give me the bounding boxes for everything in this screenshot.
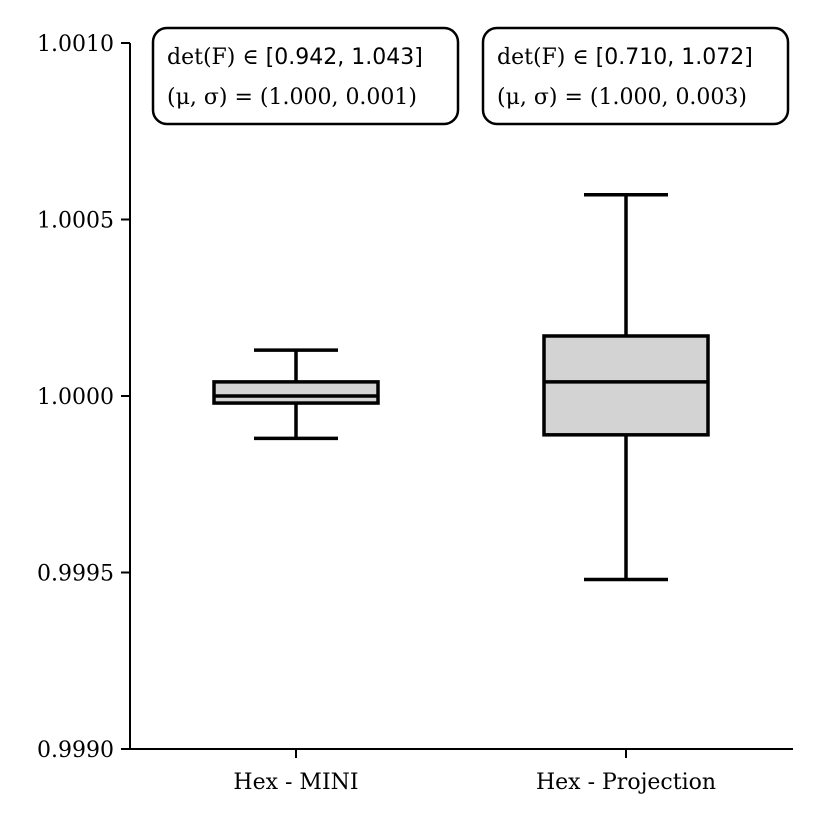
stats-annotation: det(F) ∈ [0.942, 1.043] (μ, σ) = (1.000, …: [151, 26, 460, 126]
annotation-det-range: [0.942, 1.043]: [266, 45, 423, 70]
annotation-box: [151, 26, 460, 126]
annotation-det-label: det(F) ∈: [497, 45, 596, 70]
annotation-line-1: det(F) ∈ [0.710, 1.072]: [497, 45, 753, 70]
y-tick-label: 0.9995: [37, 562, 114, 587]
y-tick-label: 0.9990: [37, 738, 114, 763]
box-rect: [542, 334, 710, 437]
annotation-line-2: (μ, σ) = (1.000, 0.003): [497, 85, 747, 110]
annotation-box: [481, 26, 790, 126]
x-tick-label: Hex - Projection: [536, 770, 716, 795]
stats-annotation: det(F) ∈ [0.710, 1.072] (μ, σ) = (1.000, …: [481, 26, 790, 126]
annotation-line-1: det(F) ∈ [0.942, 1.043]: [167, 45, 423, 70]
annotation-line-2: (μ, σ) = (1.000, 0.001): [167, 85, 417, 110]
annotations: det(F) ∈ [0.942, 1.043] (μ, σ) = (1.000, …: [151, 26, 790, 126]
y-tick-label: 1.0010: [37, 32, 114, 57]
box-plot-item: [542, 193, 710, 582]
annotation-det-label: det(F) ∈: [167, 45, 266, 70]
x-ticks: Hex - MINI Hex - Projection: [233, 749, 716, 795]
annotation-det-range: [0.710, 1.072]: [596, 45, 753, 70]
box-plot-item: [212, 348, 380, 441]
y-tick-label: 1.0000: [37, 385, 114, 410]
boxes: [212, 193, 710, 582]
box-rect: [212, 380, 380, 405]
y-ticks: 0.9990 0.9995 1.0000 1.0005 1.0010: [37, 32, 130, 763]
x-tick-label: Hex - MINI: [233, 770, 358, 795]
y-tick-label: 1.0005: [37, 209, 114, 234]
